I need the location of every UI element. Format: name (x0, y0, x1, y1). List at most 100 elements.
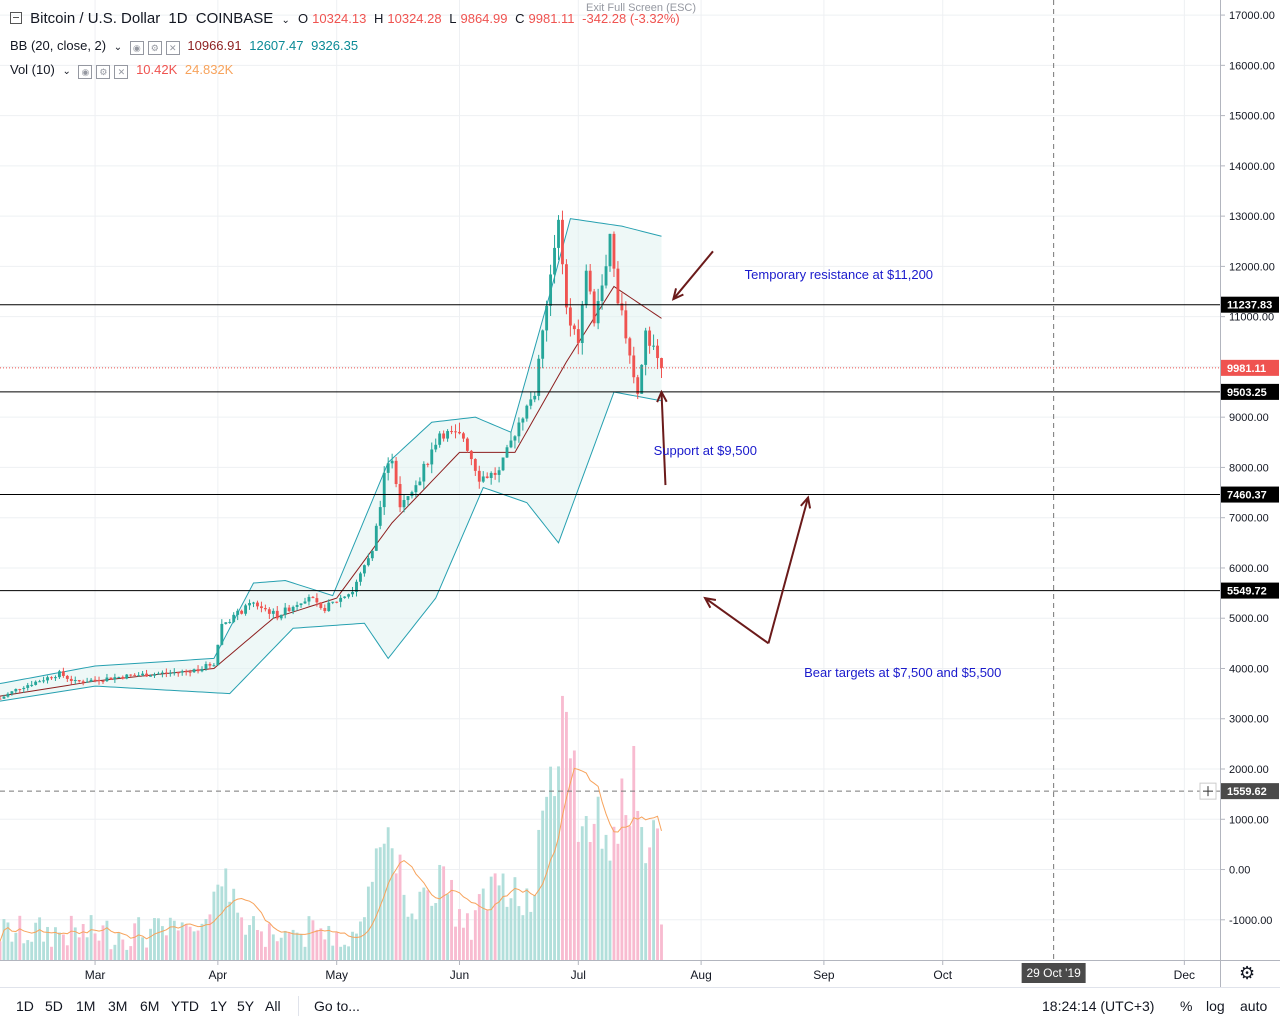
crosshair-price-tag-bg (1221, 783, 1279, 800)
volume-bar (327, 925, 331, 960)
candle (600, 274, 604, 310)
exchange-label: COINBASE (195, 10, 274, 27)
candle (541, 329, 545, 369)
settings-icon[interactable]: ⚙ (96, 65, 111, 79)
candle (331, 601, 335, 605)
timeframe-all[interactable]: All (265, 998, 281, 1014)
timeframe-ytd[interactable]: YTD (171, 998, 199, 1014)
close-icon[interactable]: ✕ (114, 65, 129, 79)
candle-body (533, 395, 537, 400)
symbol-legend: Bitcoin / U.S. Dollar 1D COINBASE ⌄ O 103… (10, 10, 688, 27)
candle (256, 600, 259, 610)
candle (660, 357, 663, 379)
candle (648, 326, 652, 354)
goto-date-button[interactable]: Go to... (314, 998, 360, 1014)
volume-bar (572, 750, 576, 960)
percent-scale-toggle[interactable]: % (1180, 998, 1193, 1014)
candle-body (553, 247, 556, 275)
candle (462, 431, 465, 442)
time-tick-label: Aug (690, 968, 711, 982)
candle (402, 494, 406, 513)
settings-icon[interactable]: ⚙ (147, 41, 162, 55)
candle-body (10, 691, 14, 694)
candle-body (481, 476, 485, 482)
clock[interactable]: 18:24:14 (UTC+3) (1042, 998, 1155, 1014)
time-axis-labels: Mar Apr May Jun Jul Aug Sep Oct Dec 29 Oct '19 (85, 961, 1195, 983)
candle-body (565, 264, 568, 308)
timeframe-6m[interactable]: 6M (140, 998, 160, 1014)
candle (370, 550, 374, 561)
ohlc-high-key: H (374, 11, 384, 26)
close-icon[interactable]: ✕ (165, 41, 180, 55)
timeframe-5d[interactable]: 5D (45, 998, 63, 1014)
volume-indicator-name: Vol (10) (10, 62, 55, 77)
candle-body (18, 689, 22, 691)
candle (18, 688, 22, 693)
candle (509, 432, 513, 449)
candle-body (34, 681, 38, 685)
candle-body (97, 679, 101, 682)
bb-legend[interactable]: BB (20, close, 2) ⌄ ◉ ⚙ ✕ 10966.91 12607.4… (10, 38, 362, 55)
candle (347, 593, 350, 599)
candle (54, 675, 57, 681)
candle-body (386, 463, 390, 473)
timeframe-1d[interactable]: 1D (16, 998, 34, 1014)
volume-bar (196, 930, 200, 960)
candle (10, 691, 14, 696)
chevron-down-icon[interactable]: ⌄ (62, 66, 71, 77)
candle-body (351, 591, 354, 595)
volume-bar (477, 894, 481, 960)
volume-bar (236, 912, 240, 960)
chevron-down-icon[interactable]: ⌄ (113, 42, 123, 53)
volume-bar (256, 929, 259, 960)
collapse-legend-icon[interactable] (10, 12, 22, 24)
volume-bar (188, 926, 192, 960)
timeframe-1y[interactable]: 1Y (210, 998, 228, 1014)
volume-bar (279, 937, 283, 960)
candle-body (434, 444, 438, 450)
volume-bar (0, 941, 2, 960)
price-tick-label: 17000.00 (1229, 10, 1275, 22)
candle (458, 422, 461, 435)
timeframe-5y[interactable]: 5Y (237, 998, 255, 1014)
arrow-head (671, 288, 684, 301)
volume-bar (89, 915, 93, 960)
volume-bar (323, 939, 327, 960)
volume-bar (18, 915, 22, 960)
price-tick-label: 9000.00 (1229, 412, 1269, 424)
volume-bar (382, 843, 386, 960)
volume-legend[interactable]: Vol (10) ⌄ ◉ ⚙ ✕ 10.42K 24.832K (10, 62, 237, 79)
candle-body (604, 266, 608, 286)
candle-body (157, 673, 160, 675)
candle (473, 458, 477, 476)
time-tick-label: Jun (450, 968, 469, 982)
candle-body (537, 358, 541, 396)
exit-fullscreen-hint[interactable]: Exit Full Screen (ESC) (586, 2, 697, 14)
log-scale-toggle[interactable]: log (1206, 998, 1225, 1014)
candle (252, 601, 255, 608)
eye-icon[interactable]: ◉ (78, 65, 93, 79)
eye-icon[interactable]: ◉ (129, 41, 144, 55)
candle-body (208, 664, 212, 666)
volume-bar (493, 873, 497, 960)
timeframe-3m[interactable]: 3M (108, 998, 128, 1014)
timeframe-1m[interactable]: 1M (76, 998, 96, 1014)
gear-icon[interactable]: ⚙ (1239, 963, 1256, 983)
candle-body (640, 364, 644, 394)
time-axis[interactable]: Mar Apr May Jun Jul Aug Sep Oct Dec 29 Oct '19 (0, 960, 1220, 987)
candle-body (73, 680, 77, 682)
candle-body (355, 581, 358, 592)
auto-scale-toggle[interactable]: auto (1240, 998, 1268, 1014)
volume-bar (469, 939, 473, 960)
chevron-down-icon[interactable]: ⌄ (281, 15, 290, 26)
volume-bar (549, 766, 553, 960)
price-chart[interactable]: Temporary resistance at $11,200 Support a… (0, 0, 1220, 960)
volume-bar (339, 946, 343, 960)
candle-body (137, 675, 141, 677)
chart-pane[interactable]: Temporary resistance at $11,200 Support a… (0, 0, 1220, 960)
price-level-tag: 11237.83 (1227, 300, 1272, 312)
price-axis[interactable]: 17000.00 16000.00 15000.00 14000.00 13000.00… (1220, 0, 1280, 960)
price-tick-label: 12000.00 (1229, 261, 1275, 273)
candle-body (493, 472, 497, 475)
volume-bar (319, 928, 323, 960)
